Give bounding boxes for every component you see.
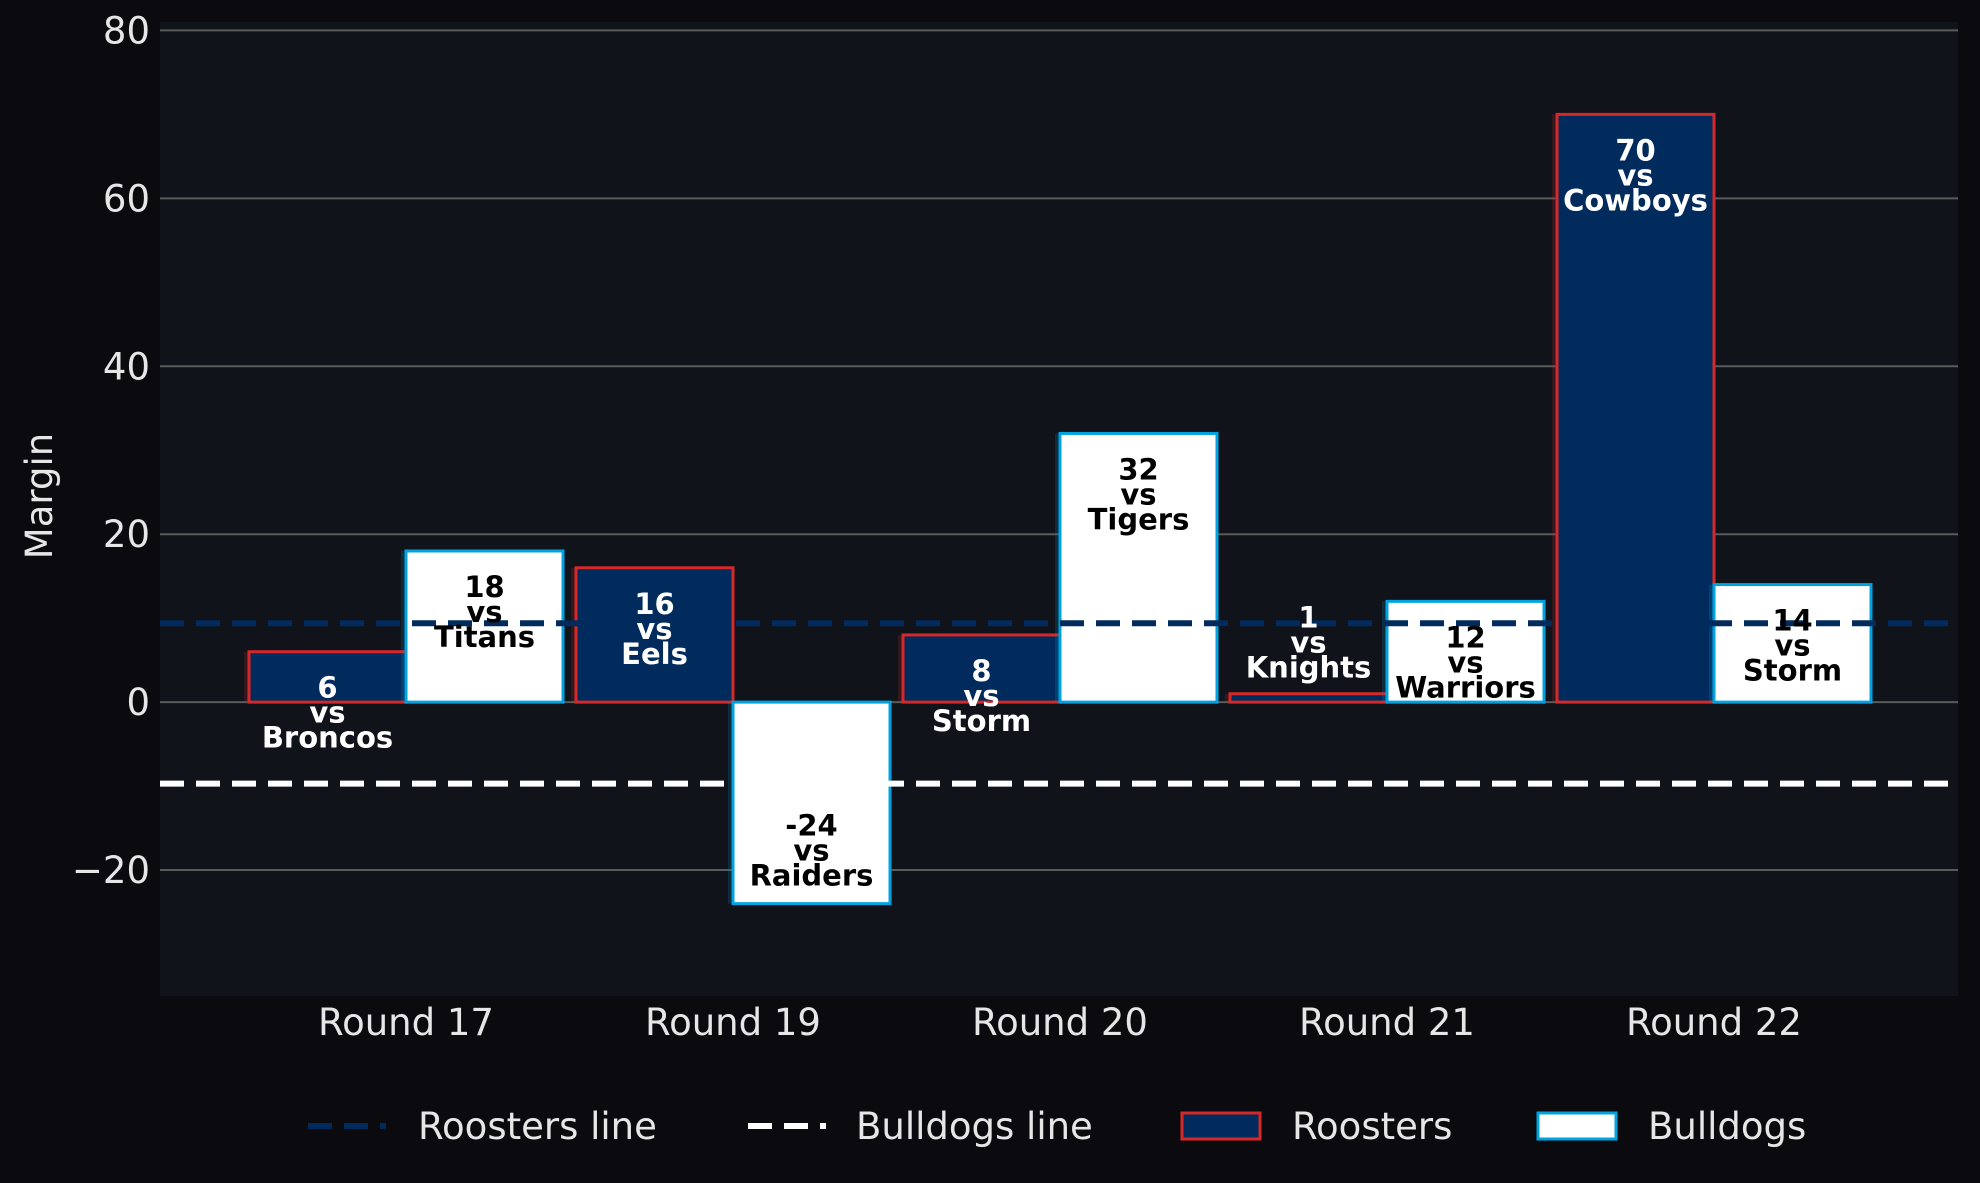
reference-lines [160,620,1958,787]
bar-bulldogs-3 [1385,599,1546,704]
bar-bulldogs-4 [1712,583,1873,704]
bar-roosters-2 [901,633,1062,704]
legend-label: Roosters line [418,1105,657,1148]
y-tick-label: 40 [103,345,150,388]
y-tick-label: 20 [103,513,150,556]
bar-roosters-0 [247,650,408,704]
bar-label: -24 vs Raiders [750,809,874,893]
bar-label: 70 vs Cowboys [1563,133,1708,217]
bar-label: 16 vs Eels [621,587,688,671]
bar-bulldogs-2 [1058,431,1219,704]
bar-roosters-3 [1228,692,1389,704]
x-tick-label: Round 19 [645,1001,821,1044]
bar-label: 6 vs Broncos [262,671,393,755]
y-tick-label: −20 [72,849,150,892]
x-tick-label: Round 21 [1299,1001,1475,1044]
legend: Roosters line Bulldogs line Roosters Bulldo… [308,1105,1806,1148]
x-tick-label: Round 22 [1626,1001,1802,1044]
bars [244,112,1873,906]
y-axis: 80 60 40 20 0 −20 [72,9,150,892]
legend-label: Bulldogs line [856,1105,1093,1148]
x-axis: Round 17 Round 19 Round 20 Round 21 Round 22 [318,1001,1802,1044]
bar-label: 18 vs Titans [434,570,535,654]
y-axis-label: Margin [18,433,61,559]
x-tick-label: Round 20 [972,1001,1148,1044]
bar-label: 8 vs Storm [932,654,1031,738]
bar-label: 12 vs Warriors [1395,620,1536,704]
legend-swatch-patch [1536,1111,1618,1141]
bar-labels: 6 vs Broncos 16 vs Eels 8 vs Storm 1 vs Knights 70 vs… [262,133,1842,892]
legend-label: Roosters [1292,1105,1452,1148]
x-tick-label: Round 17 [318,1001,494,1044]
bar-roosters-1 [574,566,735,704]
bar-label: 14 vs Storm [1743,604,1842,688]
bar-roosters-4 [1555,112,1716,704]
y-tick-label: 0 [126,681,150,724]
y-tick-label: 80 [103,9,150,52]
legend-swatch-patch [1180,1111,1262,1141]
bar-bulldogs-1 [731,700,892,906]
legend-label: Bulldogs [1648,1105,1806,1148]
y-tick-label: 60 [103,177,150,220]
bar-label: 1 vs Knights [1246,601,1372,685]
bar-label: 32 vs Tigers [1088,452,1190,536]
bar-bulldogs-0 [404,549,565,704]
